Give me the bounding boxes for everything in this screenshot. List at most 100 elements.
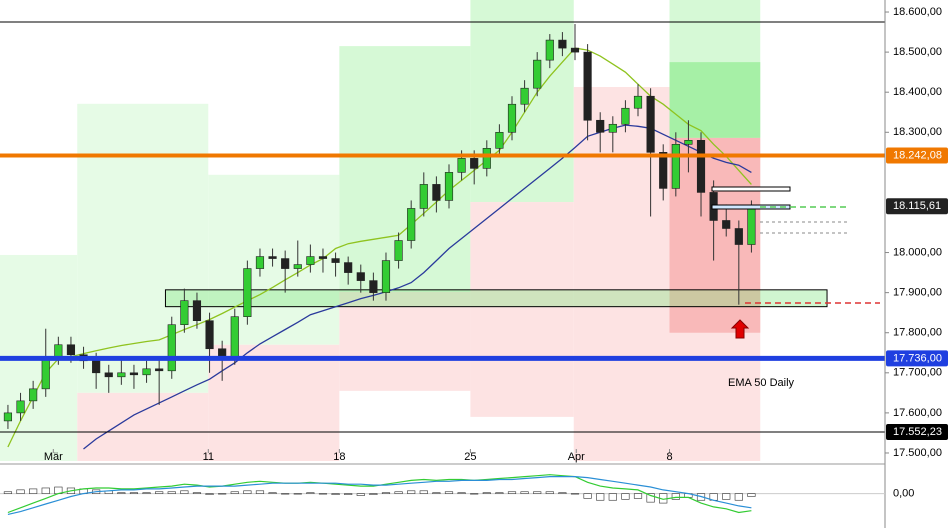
range-zone — [208, 174, 340, 345]
candle-body — [747, 208, 756, 245]
y-tick-label: 17.700,00 — [893, 367, 942, 379]
hist-bar — [205, 493, 214, 495]
candle-body — [230, 316, 239, 358]
y-tick-label: 17.900,00 — [893, 287, 942, 299]
candle-body — [570, 47, 580, 53]
hist-bar — [268, 492, 277, 494]
candle-body — [117, 372, 126, 378]
plot-area — [0, 0, 885, 462]
range-zone — [573, 86, 670, 461]
hist-bar — [117, 492, 126, 494]
hist-bar — [646, 493, 655, 503]
level-label-box — [886, 424, 948, 441]
candle-body — [369, 280, 378, 293]
hist-bar — [306, 492, 315, 494]
hist-bar — [192, 492, 202, 494]
hist-bar — [281, 493, 290, 495]
range-zone — [208, 344, 340, 461]
hist-bar — [722, 493, 731, 500]
candle-body — [344, 262, 353, 273]
hist-bar — [457, 492, 466, 494]
arrow-icon — [730, 319, 750, 339]
hist-bar — [29, 488, 38, 494]
candle-body — [684, 140, 693, 145]
level-label: 17.736,00 — [893, 352, 942, 364]
tool-box — [711, 186, 791, 192]
candle-body — [3, 412, 13, 422]
level-label: 18.242,08 — [893, 149, 942, 161]
hist-bar — [495, 492, 504, 494]
candle-body — [734, 228, 743, 245]
candle-body — [659, 152, 668, 189]
hist-bar — [482, 492, 491, 494]
hist-bar — [243, 490, 252, 494]
range-zone — [77, 392, 209, 461]
candle-body — [394, 240, 403, 261]
candle-body — [444, 172, 454, 201]
range-zone — [470, 202, 574, 417]
candle-body — [432, 184, 441, 201]
level-label-box — [886, 198, 948, 215]
ema-line — [7, 47, 752, 448]
y-tick-label: 18.000,00 — [893, 246, 942, 258]
hist-bar — [671, 493, 680, 500]
y-tick-label: 18.300,00 — [893, 126, 942, 138]
candle-body — [129, 372, 139, 376]
y-tick-label: 18.400,00 — [893, 86, 942, 98]
candle-body — [482, 148, 491, 169]
hist-bar — [470, 493, 479, 495]
hist-bar — [608, 493, 617, 501]
candle-body — [192, 300, 202, 321]
hist-bar — [533, 491, 542, 494]
hist-bar — [255, 490, 265, 494]
candle-body — [205, 320, 214, 350]
candle-body — [356, 272, 365, 281]
candle-body — [470, 158, 479, 169]
candle-body — [331, 258, 340, 263]
candle-body — [281, 258, 290, 269]
candle-body — [520, 87, 529, 105]
y-tick-label: 18.600,00 — [893, 6, 942, 18]
candle-body — [583, 51, 592, 121]
candle-body — [621, 107, 630, 125]
candle-body — [722, 220, 731, 229]
candle-body — [419, 184, 428, 209]
indicator-line — [7, 476, 752, 515]
candle-body — [66, 344, 76, 356]
hist-bar — [356, 493, 365, 496]
candle-body — [104, 372, 113, 378]
y-tick-label: 17.800,00 — [893, 327, 942, 339]
candle-body — [180, 300, 189, 326]
level-label: 18.115,61 — [893, 200, 941, 212]
hist-bar — [41, 487, 50, 494]
hist-bar — [507, 491, 517, 494]
hist-bar — [318, 493, 328, 495]
candle-body — [167, 324, 176, 372]
tool-box — [711, 204, 791, 210]
hist-bar — [583, 493, 592, 499]
hist-bar — [167, 491, 176, 494]
ema-line — [83, 124, 752, 450]
candle-body — [54, 344, 63, 358]
candle-body — [16, 400, 25, 414]
annotation: EMA 50 Daily — [728, 377, 795, 389]
hist-bar — [444, 491, 454, 494]
hist-bar — [155, 491, 164, 494]
candle-body — [545, 39, 554, 61]
candle-body — [155, 368, 164, 372]
hist-bar — [419, 490, 428, 494]
candle-body — [29, 388, 38, 402]
hist-bar — [407, 490, 416, 494]
hist-bar — [621, 493, 630, 500]
candle-body — [495, 131, 504, 149]
range-zone — [339, 46, 471, 292]
hist-bar — [734, 493, 743, 501]
hist-bar — [558, 492, 567, 494]
candle-body — [41, 356, 50, 390]
candle-body — [596, 119, 605, 133]
x-tick-label: 25 — [464, 451, 476, 463]
level-label-box — [886, 147, 948, 164]
range-zone — [669, 137, 761, 333]
x-tick-label: Apr — [568, 451, 585, 463]
y-tick-label: 17.600,00 — [893, 407, 942, 419]
